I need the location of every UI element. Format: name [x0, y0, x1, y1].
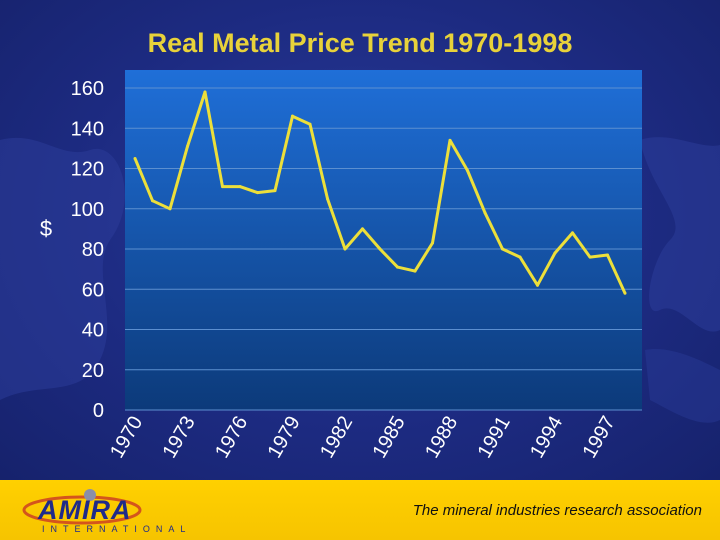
- y-tick-label: 80: [82, 239, 104, 261]
- x-tick-label: 1991: [474, 413, 515, 463]
- amira-logo: AMIRA INTERNATIONAL: [20, 486, 185, 536]
- data-point: [413, 269, 417, 273]
- data-point: [186, 144, 189, 148]
- y-tick-label: 0: [93, 400, 104, 422]
- x-tick-label: 1985: [369, 413, 410, 463]
- slide-title: Real Metal Price Trend 1970-1998: [147, 28, 573, 58]
- data-point: [518, 255, 522, 259]
- data-point: [396, 265, 399, 269]
- logo-swoosh-icon: [22, 489, 142, 525]
- data-point: [361, 227, 364, 231]
- x-tick-label: 1973: [159, 413, 200, 463]
- data-point: [483, 211, 487, 215]
- y-tick-label: 100: [71, 199, 104, 221]
- x-tick-label: 1982: [316, 413, 357, 463]
- data-point: [536, 283, 539, 287]
- logo-text: AMIRA: [38, 495, 132, 525]
- data-point: [168, 207, 172, 211]
- x-tick-label: 1976: [211, 413, 252, 463]
- data-point: [326, 197, 329, 201]
- y-tick-label: 60: [82, 279, 104, 301]
- data-point: [623, 291, 627, 295]
- data-point: [343, 247, 347, 251]
- line-chart: 0 20 40 60 80 100 120 140 160 1970 1973 1976 1979 19…: [40, 70, 642, 463]
- y-tick-label: 40: [82, 320, 104, 342]
- data-point: [606, 253, 609, 257]
- x-tick-label: 1997: [579, 413, 620, 463]
- data-point: [466, 169, 469, 173]
- data-point: [308, 122, 312, 126]
- world-map-background: [0, 137, 720, 423]
- footer-tagline: The mineral industries research associat…: [412, 502, 702, 519]
- data-point: [133, 156, 137, 160]
- x-tick-label: 1979: [264, 413, 305, 463]
- x-tick-label: 1988: [421, 413, 462, 463]
- data-point: [238, 185, 242, 189]
- data-point: [501, 247, 504, 251]
- y-tick-label: 120: [71, 159, 104, 181]
- data-point: [571, 231, 574, 235]
- data-point: [588, 255, 592, 259]
- x-tick-label: 1970: [106, 413, 147, 463]
- footer-bar: AMIRA INTERNATIONAL The mineral industri…: [0, 480, 720, 540]
- y-tick-label: 20: [82, 360, 104, 382]
- y-axis-label: $: [40, 216, 52, 241]
- data-point: [291, 114, 294, 118]
- logo-subtext: INTERNATIONAL: [42, 524, 192, 534]
- data-point: [553, 251, 557, 255]
- data-point: [203, 90, 207, 94]
- y-tick-label: 160: [71, 78, 104, 100]
- data-point: [256, 191, 259, 195]
- x-tick-label: 1994: [526, 413, 567, 463]
- y-tick-label: 140: [71, 118, 104, 140]
- data-point: [221, 185, 224, 189]
- data-point: [431, 241, 434, 245]
- data-point: [151, 199, 154, 203]
- data-point: [378, 247, 382, 251]
- data-point: [448, 138, 452, 142]
- data-point: [273, 189, 277, 193]
